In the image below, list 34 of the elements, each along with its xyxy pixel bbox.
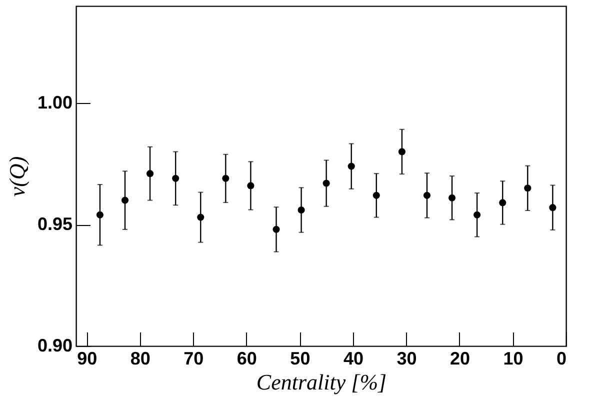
point: [146, 170, 154, 178]
x-axis-title: Centrality [%]: [256, 370, 387, 394]
point: [222, 174, 230, 182]
x-tick-label: 30: [396, 348, 417, 368]
point: [197, 214, 204, 221]
x-tick-label: 0: [556, 348, 566, 368]
x-tick-label: 70: [184, 348, 204, 368]
point: [96, 211, 104, 218]
point: [474, 211, 481, 218]
point: [272, 226, 280, 233]
x-tick-label: 10: [503, 348, 524, 368]
x-tick-label: 20: [450, 348, 470, 368]
x-tick-label: 80: [130, 348, 150, 368]
point: [398, 148, 406, 156]
x-tick-label: 40: [343, 348, 364, 368]
point: [172, 174, 180, 182]
x-tick-label: 60: [236, 348, 257, 368]
y-tick-label: 1.00: [37, 92, 72, 113]
x-tick-label: 90: [77, 348, 98, 368]
point: [423, 192, 431, 199]
y-axis-title: v(Q): [4, 156, 30, 197]
point: [348, 162, 355, 170]
x-tick-label: 50: [290, 348, 310, 368]
point: [372, 192, 380, 199]
y-tick-label: 0.90: [37, 336, 72, 356]
point: [322, 180, 330, 187]
point: [448, 194, 456, 202]
point: [524, 184, 532, 192]
point: [499, 199, 506, 206]
point: [121, 196, 129, 204]
point: [298, 206, 305, 214]
point: [247, 182, 254, 190]
y-tick-label: 0.95: [37, 214, 72, 234]
point: [549, 204, 556, 212]
